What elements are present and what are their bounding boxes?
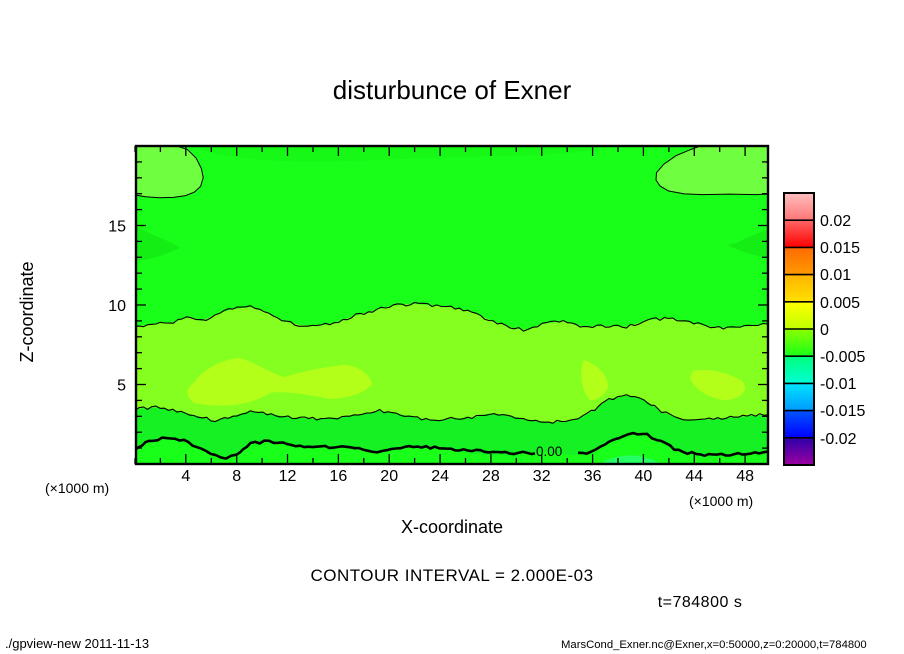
- svg-text:X-coordinate: X-coordinate: [401, 517, 503, 537]
- svg-text:28: 28: [482, 468, 500, 485]
- svg-text:-0.02: -0.02: [820, 431, 857, 448]
- svg-text:10: 10: [108, 298, 126, 315]
- svg-text:24: 24: [431, 468, 449, 485]
- svg-text:0.02: 0.02: [820, 213, 851, 230]
- svg-text:CONTOUR INTERVAL = 2.000E-03: CONTOUR INTERVAL = 2.000E-03: [310, 566, 593, 585]
- svg-text:8: 8: [232, 468, 241, 485]
- svg-text:16: 16: [330, 468, 348, 485]
- svg-text:0.00: 0.00: [536, 444, 562, 459]
- svg-text:15: 15: [108, 219, 126, 236]
- svg-text:44: 44: [685, 468, 703, 485]
- svg-text:32: 32: [533, 468, 551, 485]
- svg-text:12: 12: [279, 468, 297, 485]
- svg-text:40: 40: [635, 468, 653, 485]
- svg-text:48: 48: [736, 468, 754, 485]
- svg-text:-0.005: -0.005: [820, 349, 865, 366]
- svg-text:Z-coordinate: Z-coordinate: [17, 261, 37, 362]
- svg-text:0.015: 0.015: [820, 240, 860, 257]
- svg-text:(×1000 m): (×1000 m): [689, 493, 753, 509]
- svg-text:./gpview-new 2011-11-13: ./gpview-new 2011-11-13: [5, 636, 149, 651]
- svg-text:disturbunce of Exner: disturbunce of Exner: [333, 75, 572, 105]
- svg-text:36: 36: [584, 468, 602, 485]
- svg-text:t=784800 s: t=784800 s: [658, 594, 743, 611]
- svg-text:4: 4: [181, 468, 190, 485]
- svg-text:5: 5: [117, 378, 126, 395]
- svg-text:-0.01: -0.01: [820, 376, 857, 393]
- svg-text:0.005: 0.005: [820, 295, 860, 312]
- svg-text:(×1000 m): (×1000 m): [45, 480, 109, 496]
- svg-text:MarsCond_Exner.nc@Exner,x=0:50: MarsCond_Exner.nc@Exner,x=0:50000,z=0:20…: [561, 639, 867, 651]
- svg-text:0: 0: [820, 322, 829, 339]
- svg-text:0.01: 0.01: [820, 267, 851, 284]
- svg-text:20: 20: [380, 468, 398, 485]
- svg-text:-0.015: -0.015: [820, 403, 865, 420]
